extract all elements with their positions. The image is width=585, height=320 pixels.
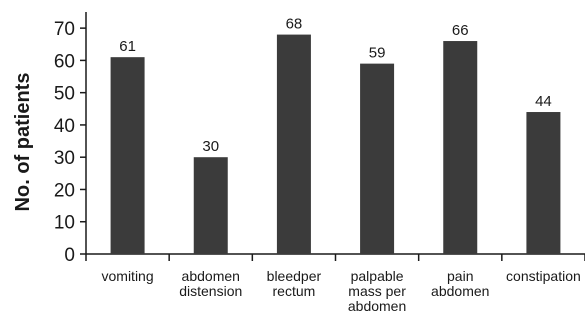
x-tick-label: abdomen distension — [179, 268, 242, 299]
y-tick-label: 20 — [54, 180, 75, 201]
x-tick-label: vomiting — [102, 268, 154, 284]
bar-value-label: 61 — [119, 38, 136, 55]
bar — [193, 157, 228, 254]
bar-value-label: 68 — [286, 16, 303, 33]
x-ticks: vomiting abdomen distension bleedper rectum p… — [85, 254, 585, 314]
y-tick-label: 0 — [64, 245, 75, 266]
x-tick-label: constipation — [506, 268, 581, 284]
bar-value-label: 66 — [452, 22, 469, 39]
bar — [443, 41, 478, 254]
y-tick-label: 30 — [54, 148, 75, 169]
y-axis-label-group: No. of patients — [12, 73, 34, 212]
x-tick-label: bleedper rectum — [267, 268, 322, 299]
bar — [276, 34, 311, 254]
bar — [360, 63, 395, 255]
bar — [526, 112, 561, 254]
y-tick-label: 10 — [54, 213, 75, 234]
axes — [85, 12, 585, 255]
bar — [110, 57, 145, 254]
y-tick-label: 60 — [54, 51, 75, 72]
bars — [110, 34, 561, 255]
y-axis-label: No. of patients — [12, 73, 34, 212]
y-ticks: 0 10 20 30 40 50 60 70 — [54, 19, 86, 266]
x-tick-label: pain abdomen — [431, 268, 489, 299]
bar-value-label: 30 — [202, 138, 219, 155]
x-tick-label: palpable mass per abdomen — [348, 268, 406, 314]
y-tick-label: 40 — [54, 116, 75, 137]
bar-value-label: 59 — [369, 45, 386, 62]
bar-value-label: 44 — [535, 93, 552, 110]
value-labels: 61 30 68 59 66 44 — [119, 16, 552, 156]
y-tick-label: 70 — [54, 19, 75, 40]
y-tick-label: 50 — [54, 84, 75, 105]
